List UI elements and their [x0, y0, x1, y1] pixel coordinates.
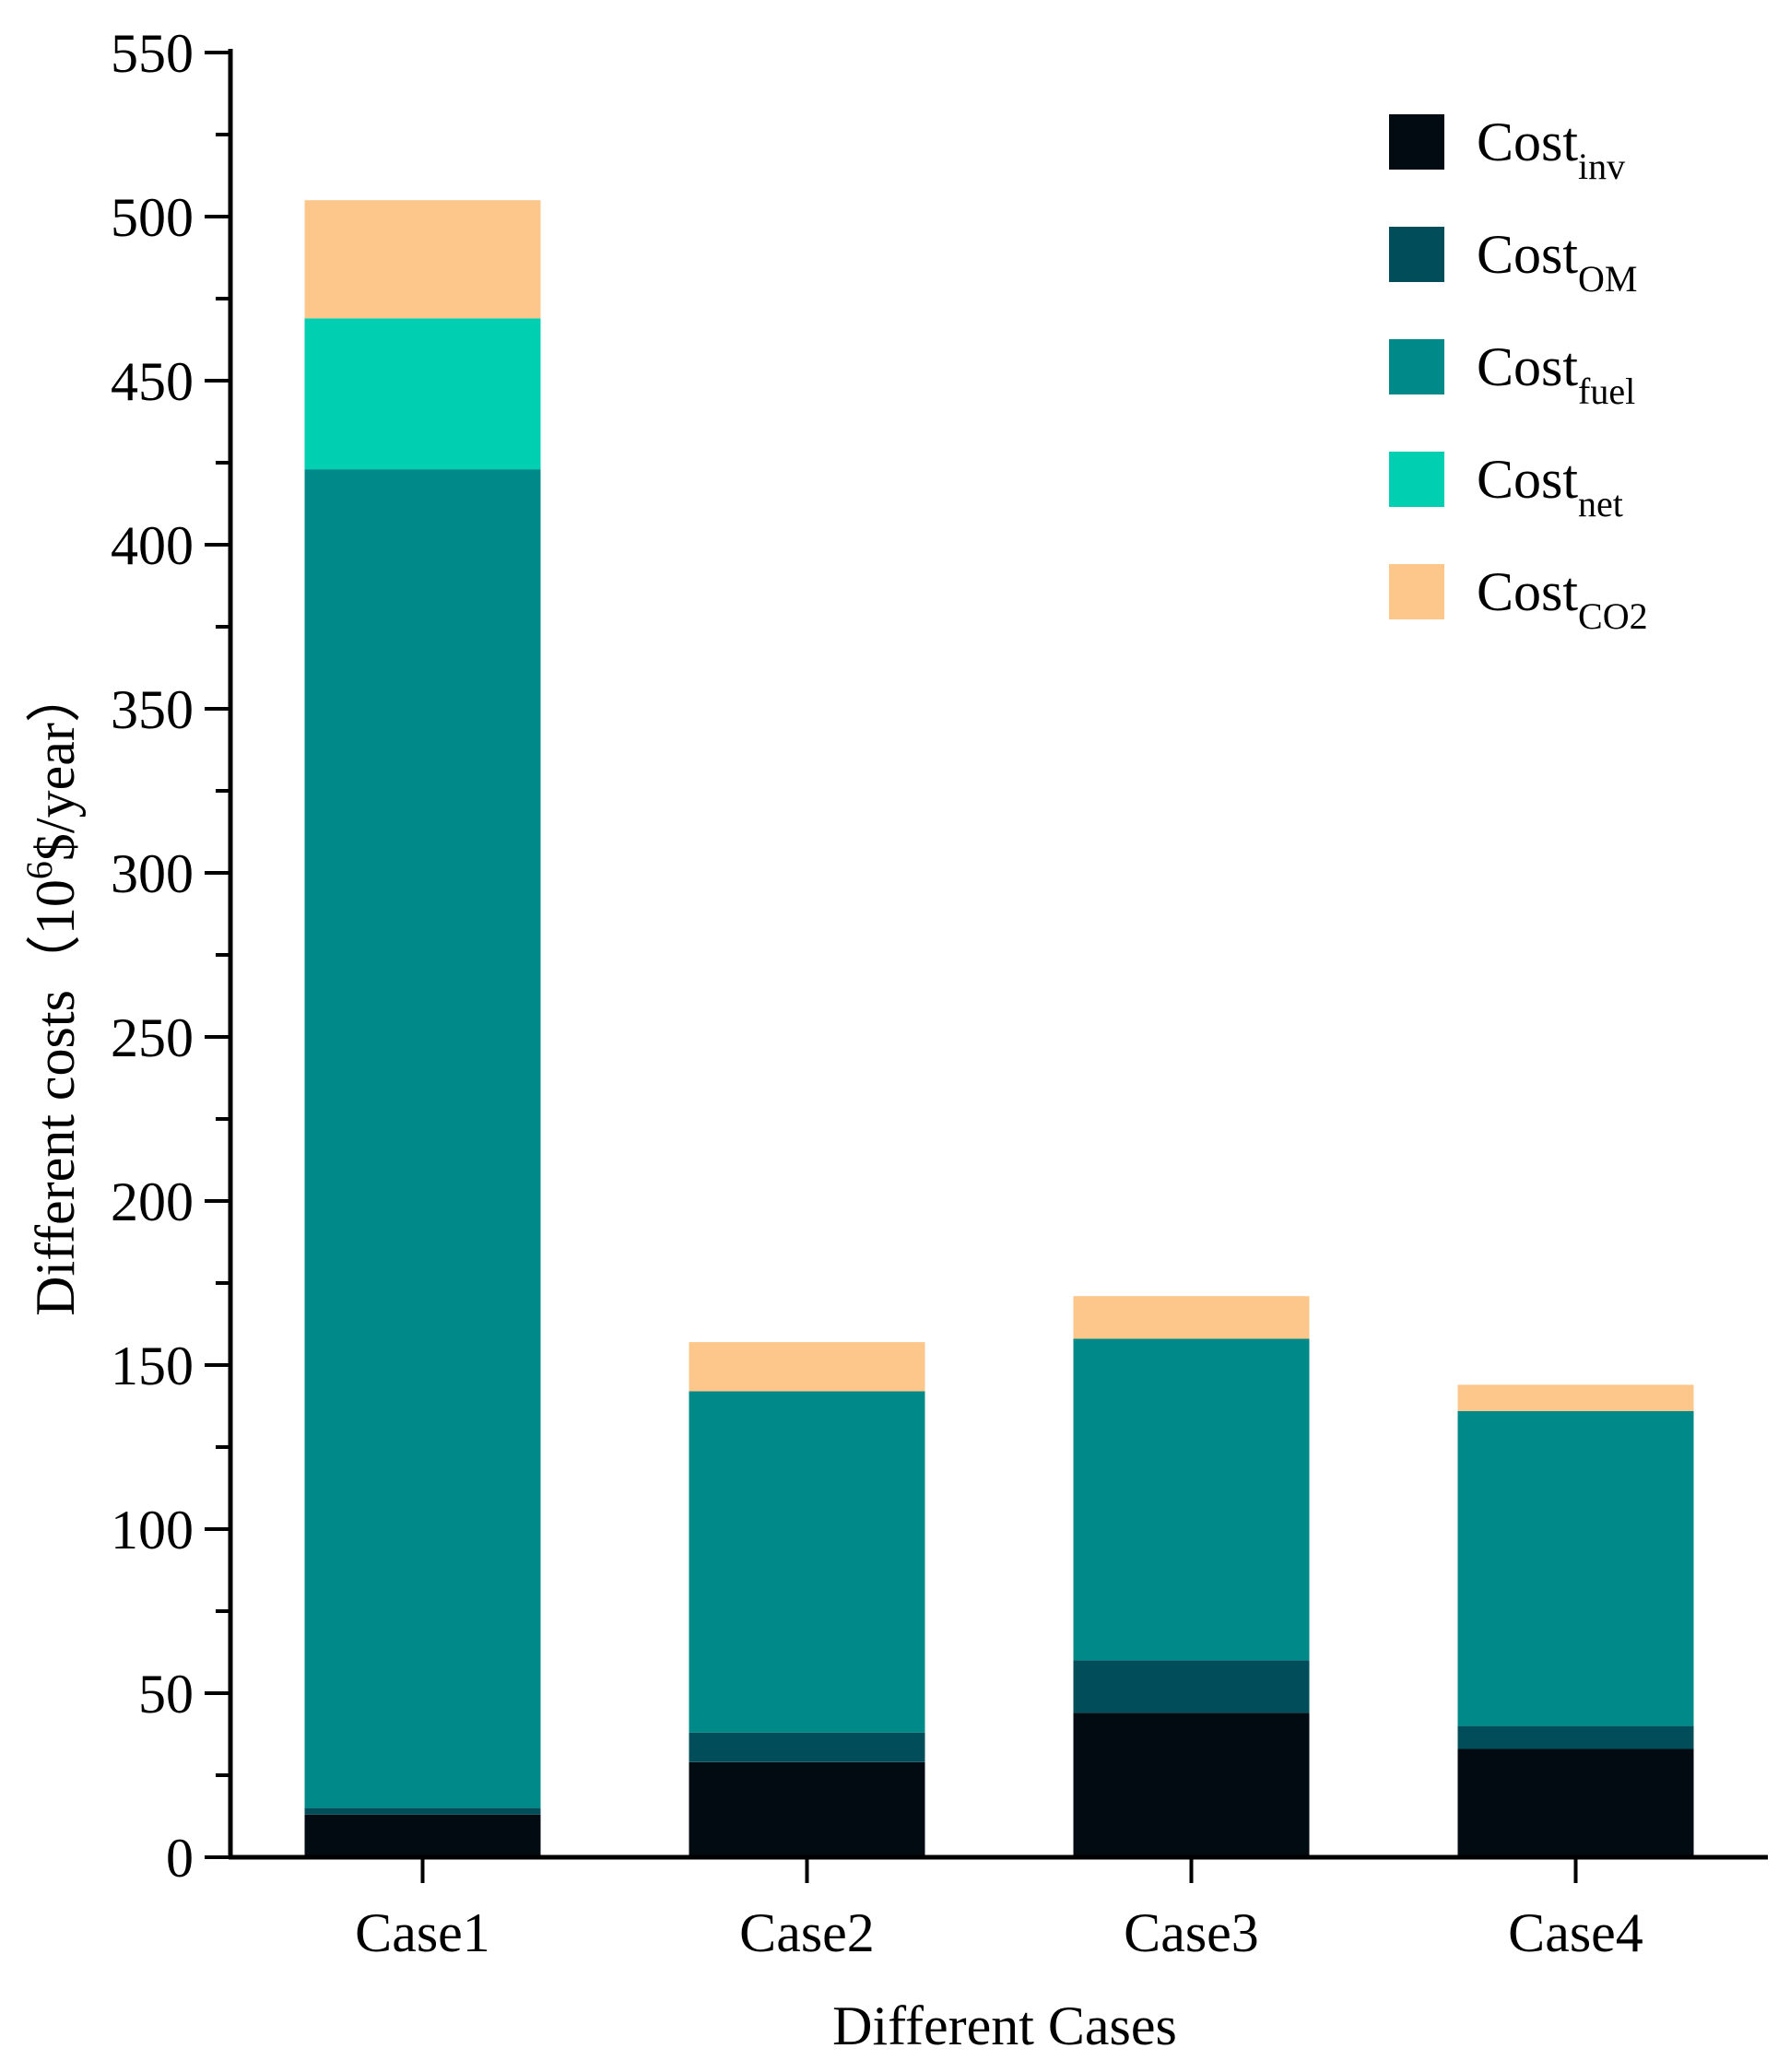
bar-case4-cost-fuel: [1457, 1410, 1694, 1726]
legend-label-subscript: fuel: [1578, 371, 1635, 412]
bar-case4-cost-co2: [1457, 1384, 1694, 1411]
y-tick-label-500: 500: [111, 187, 194, 248]
x-tick-label-case1: Case1: [355, 1902, 490, 1963]
legend-label-main: Cost: [1477, 449, 1578, 510]
legend-label-cost-fuel: Costfuel: [1477, 336, 1635, 412]
y-tick-label-350: 350: [111, 679, 194, 740]
bar-case2-cost-co2: [689, 1342, 925, 1392]
legend-label-cost-co2: CostCO2: [1477, 561, 1648, 637]
bar-case4-cost-om: [1457, 1725, 1694, 1749]
y-tick-label-300: 300: [111, 843, 194, 904]
y-tick-label-250: 250: [111, 1007, 194, 1068]
y-tick-label-450: 450: [111, 351, 194, 412]
y-axis-title-main: Different costs（10: [25, 879, 86, 1316]
legend-swatch-cost-net: [1389, 452, 1444, 507]
legend-label-main: Cost: [1477, 561, 1578, 622]
legend-label-subscript: CO2: [1578, 595, 1648, 637]
bar-case3-cost-inv: [1073, 1713, 1310, 1857]
bar-case3-cost-co2: [1073, 1296, 1310, 1339]
y-tick-label-50: 50: [138, 1664, 194, 1725]
y-tick-label-550: 550: [111, 23, 194, 84]
bar-case2-cost-inv: [689, 1761, 925, 1857]
legend-label-subscript: OM: [1578, 258, 1637, 300]
x-tick-label-case4: Case4: [1508, 1902, 1643, 1963]
y-axis-title-tail: $/year）: [25, 667, 86, 861]
bar-case2-cost-om: [689, 1732, 925, 1762]
y-tick-label-150: 150: [111, 1336, 194, 1396]
x-categories-layer: Case1 Case2 Case3 Case4: [355, 1857, 1643, 1963]
legend-swatch-cost-co2: [1389, 564, 1444, 619]
bar-case1-cost-co2: [304, 200, 541, 319]
x-axis-title: Different Cases: [832, 1995, 1177, 2056]
y-axis-title-superscript: 6: [18, 861, 60, 879]
legend-label-main: Cost: [1477, 336, 1578, 397]
y-tick-label-400: 400: [111, 515, 194, 576]
legend-label-subscript: net: [1578, 483, 1623, 524]
bar-case1-cost-net: [304, 318, 541, 470]
legend-label-cost-om: CostOM: [1477, 224, 1638, 300]
bar-case2-cost-fuel: [689, 1391, 925, 1733]
legend-label-main: Cost: [1477, 224, 1578, 285]
y-tick-label-0: 0: [166, 1828, 194, 1889]
legend-swatch-cost-fuel: [1389, 339, 1444, 394]
bar-case3-cost-fuel: [1073, 1338, 1310, 1661]
bars-layer: [304, 200, 1694, 1857]
bar-case4-cost-inv: [1457, 1748, 1694, 1857]
bar-case3-cost-om: [1073, 1660, 1310, 1713]
bar-case1-cost-inv: [304, 1814, 541, 1857]
legend-label-cost-inv: Costinv: [1477, 112, 1625, 187]
y-ticks-layer: 0 50 100 150 200 250 300 350 400 450 500 550: [111, 23, 230, 1889]
y-axis-title: Different costs（106$/year）: [18, 667, 86, 1316]
bar-case1-cost-fuel: [304, 469, 541, 1808]
x-tick-label-case2: Case2: [739, 1902, 875, 1963]
x-tick-label-case3: Case3: [1124, 1902, 1259, 1963]
bar-case1-cost-om: [304, 1807, 541, 1815]
y-tick-label-100: 100: [111, 1500, 194, 1560]
y-tick-label-200: 200: [111, 1171, 194, 1232]
legend-swatch-cost-om: [1389, 227, 1444, 282]
legend-label-cost-net: Costnet: [1477, 449, 1623, 524]
legend-swatch-cost-inv: [1389, 114, 1444, 170]
legend-label-subscript: inv: [1578, 146, 1625, 187]
legend-label-main: Cost: [1477, 112, 1578, 172]
